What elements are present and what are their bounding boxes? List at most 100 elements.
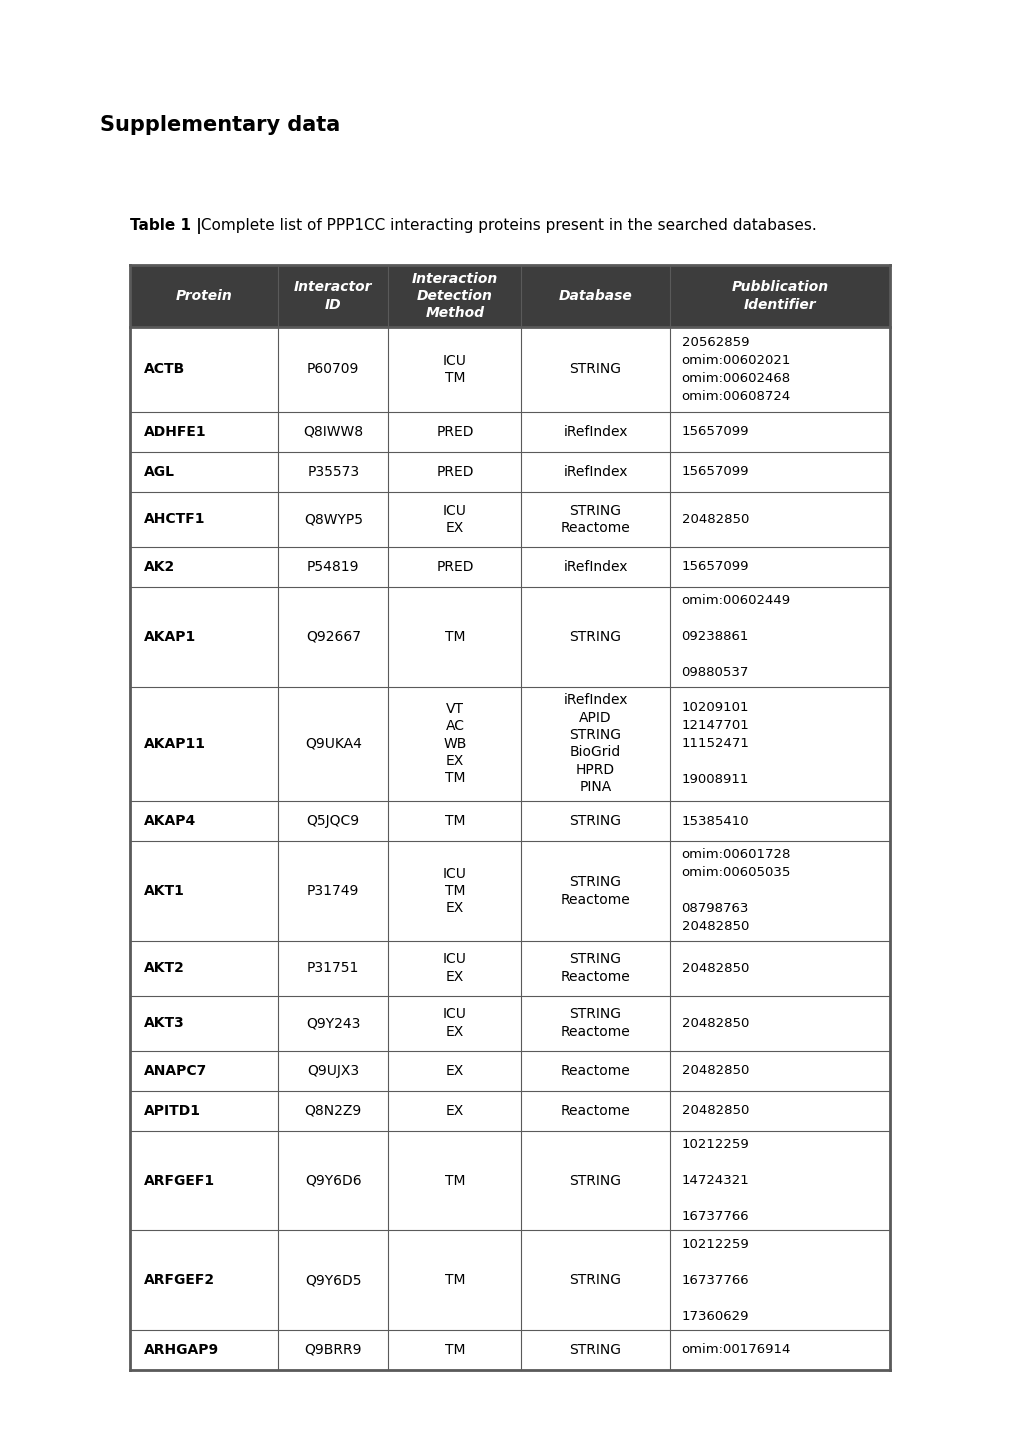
Text: ACTB: ACTB — [144, 362, 185, 377]
Text: AKT1: AKT1 — [144, 885, 184, 898]
Text: ICU
TM: ICU TM — [442, 354, 467, 385]
Bar — [129, 687, 890, 801]
Text: ICU
EX: ICU EX — [442, 504, 467, 535]
Text: PRED: PRED — [436, 424, 473, 439]
Text: Interactor
ID: Interactor ID — [293, 280, 372, 312]
Text: AKAP4: AKAP4 — [144, 814, 196, 828]
Text: STRING: STRING — [569, 814, 621, 828]
Text: Q9UJX3: Q9UJX3 — [307, 1063, 359, 1078]
Bar — [129, 1091, 890, 1131]
Text: 15657099: 15657099 — [681, 426, 748, 439]
Text: EX: EX — [445, 1063, 464, 1078]
Bar — [129, 587, 890, 687]
Text: 15657099: 15657099 — [681, 560, 748, 573]
Text: 20482850: 20482850 — [681, 1016, 748, 1030]
Text: 10212259

14724321

16737766: 10212259 14724321 16737766 — [681, 1139, 749, 1224]
Text: omim:00176914: omim:00176914 — [681, 1343, 790, 1356]
Text: STRING: STRING — [569, 1173, 621, 1188]
Text: Q9UKA4: Q9UKA4 — [305, 737, 362, 750]
Text: Q9Y243: Q9Y243 — [306, 1016, 360, 1030]
Text: 15657099: 15657099 — [681, 465, 748, 478]
Text: iRefIndex: iRefIndex — [562, 424, 627, 439]
Text: Table 1 |: Table 1 | — [129, 218, 202, 234]
Text: AKAP11: AKAP11 — [144, 737, 206, 750]
Text: TM: TM — [444, 1343, 465, 1356]
Text: TM: TM — [444, 1273, 465, 1287]
Text: iRefIndex
APID
STRING
BioGrid
HPRD
PINA: iRefIndex APID STRING BioGrid HPRD PINA — [562, 694, 627, 794]
Text: P60709: P60709 — [307, 362, 359, 377]
Text: omim:00602449

09238861

09880537: omim:00602449 09238861 09880537 — [681, 595, 790, 680]
Text: Q92667: Q92667 — [306, 629, 361, 644]
Text: 20482850: 20482850 — [681, 1104, 748, 1117]
Text: Complete list of PPP1CC interacting proteins present in the searched databases.: Complete list of PPP1CC interacting prot… — [196, 218, 816, 232]
Text: Reactome: Reactome — [560, 1063, 630, 1078]
Bar — [129, 411, 890, 452]
Text: STRING: STRING — [569, 1343, 621, 1356]
Text: PRED: PRED — [436, 560, 473, 574]
Text: P35573: P35573 — [307, 465, 359, 479]
Text: P54819: P54819 — [307, 560, 360, 574]
Text: 15385410: 15385410 — [681, 814, 749, 827]
Text: STRING
Reactome: STRING Reactome — [560, 952, 630, 984]
Bar — [129, 547, 890, 587]
Text: Supplementary data: Supplementary data — [100, 115, 340, 136]
Text: Q8N2Z9: Q8N2Z9 — [305, 1104, 362, 1118]
Text: STRING
Reactome: STRING Reactome — [560, 504, 630, 535]
Bar — [129, 801, 890, 841]
Text: PRED: PRED — [436, 465, 473, 479]
Bar — [129, 328, 890, 411]
Bar — [129, 1131, 890, 1231]
Text: 20482850: 20482850 — [681, 512, 748, 525]
Text: Q9Y6D6: Q9Y6D6 — [305, 1173, 362, 1188]
Bar — [129, 996, 890, 1051]
Bar — [129, 1231, 890, 1330]
Text: 20482850: 20482850 — [681, 961, 748, 974]
Text: STRING: STRING — [569, 1273, 621, 1287]
Text: AGL: AGL — [144, 465, 175, 479]
Text: Pubblication
Identifier: Pubblication Identifier — [731, 280, 827, 312]
Text: TM: TM — [444, 1173, 465, 1188]
Text: iRefIndex: iRefIndex — [562, 560, 627, 574]
Text: AKT2: AKT2 — [144, 961, 184, 975]
Text: Protein: Protein — [175, 289, 232, 303]
Bar — [129, 1330, 890, 1369]
Text: ARHGAP9: ARHGAP9 — [144, 1343, 219, 1356]
Text: TM: TM — [444, 814, 465, 828]
Bar — [129, 266, 890, 328]
Text: Q9Y6D5: Q9Y6D5 — [305, 1273, 361, 1287]
Text: Database: Database — [558, 289, 632, 303]
Bar — [129, 841, 890, 941]
Text: omim:00601728
omim:00605035

08798763
20482850: omim:00601728 omim:00605035 08798763 204… — [681, 848, 790, 934]
Text: EX: EX — [445, 1104, 464, 1118]
Text: STRING: STRING — [569, 362, 621, 377]
Text: Q8IWW8: Q8IWW8 — [303, 424, 363, 439]
Text: ICU
EX: ICU EX — [442, 952, 467, 984]
Text: VT
AC
WB
EX
TM: VT AC WB EX TM — [443, 703, 466, 785]
Text: 20562859
omim:00602021
omim:00602468
omim:00608724: 20562859 omim:00602021 omim:00602468 omi… — [681, 336, 790, 403]
Text: 10209101
12147701
11152471

19008911: 10209101 12147701 11152471 19008911 — [681, 701, 749, 786]
Text: AHCTF1: AHCTF1 — [144, 512, 205, 527]
Text: P31751: P31751 — [307, 961, 359, 975]
Text: Q9BRR9: Q9BRR9 — [305, 1343, 362, 1356]
Text: 10212259

16737766

17360629: 10212259 16737766 17360629 — [681, 1238, 749, 1323]
Bar — [129, 1051, 890, 1091]
Bar — [129, 941, 890, 996]
Bar — [129, 492, 890, 547]
Text: ICU
TM
EX: ICU TM EX — [442, 867, 467, 915]
Text: ARFGEF2: ARFGEF2 — [144, 1273, 215, 1287]
Text: STRING
Reactome: STRING Reactome — [560, 1007, 630, 1039]
Text: AK2: AK2 — [144, 560, 175, 574]
Text: STRING
Reactome: STRING Reactome — [560, 876, 630, 906]
Text: Reactome: Reactome — [560, 1104, 630, 1118]
Text: ICU
EX: ICU EX — [442, 1007, 467, 1039]
Text: ANAPC7: ANAPC7 — [144, 1063, 207, 1078]
Text: AKT3: AKT3 — [144, 1016, 184, 1030]
Text: Q8WYP5: Q8WYP5 — [304, 512, 363, 527]
Text: STRING: STRING — [569, 629, 621, 644]
Text: 20482850: 20482850 — [681, 1063, 748, 1076]
Text: ADHFE1: ADHFE1 — [144, 424, 207, 439]
Text: Interaction
Detection
Method: Interaction Detection Method — [412, 271, 497, 320]
Bar — [129, 452, 890, 492]
Text: P31749: P31749 — [307, 885, 359, 898]
Text: Q5JQC9: Q5JQC9 — [307, 814, 360, 828]
